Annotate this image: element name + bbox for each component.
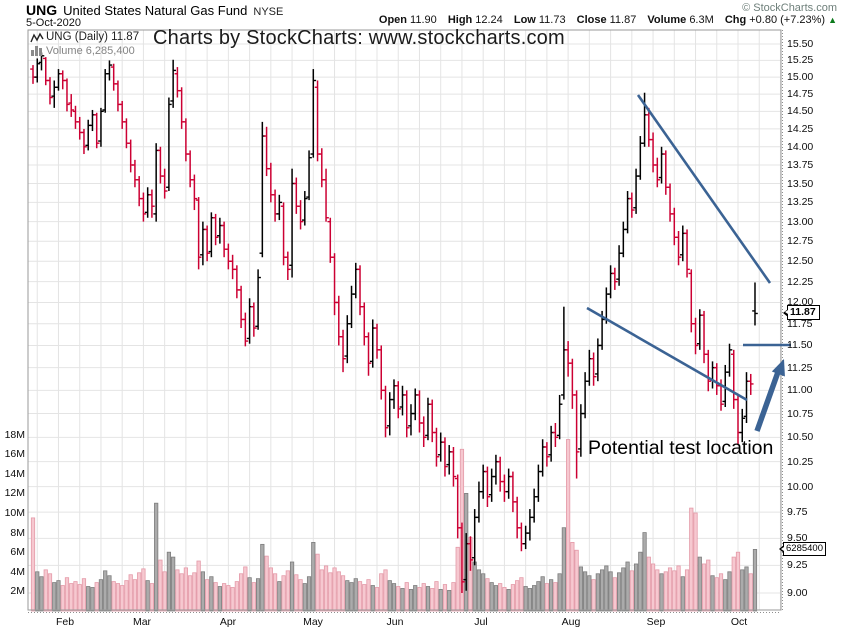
volume-tick-label: 10M [4, 507, 25, 519]
lower-wedge-line [586, 306, 748, 402]
price-tick-label: 14.25 [787, 122, 814, 135]
price-legend-icon [30, 32, 44, 43]
volume-legend-label: Volume 6,285,400 [46, 45, 135, 57]
price-tick-label: 12.75 [787, 235, 814, 248]
low-value: 11.73 [538, 14, 566, 26]
price-tick-label: 11.75 [787, 317, 813, 330]
price-legend-label: UNG (Daily) 11.87 [46, 31, 140, 43]
price-tick-label: 12.00 [787, 296, 814, 309]
annotation-arrow-shaft [754, 371, 781, 432]
price-tick-label: 10.25 [787, 455, 814, 468]
month-label-jun: Jun [386, 616, 404, 628]
volume-tick-label: 16M [4, 448, 25, 461]
chg-up-triangle-icon: ▲ [828, 15, 837, 25]
upper-wedge-line [636, 94, 772, 284]
month-label-jul: Jul [474, 616, 488, 628]
price-tick-label: 12.25 [787, 275, 814, 288]
chg-label: Chg [724, 14, 747, 26]
month-label-sep: Sep [646, 616, 666, 628]
price-tick-label: 11.50 [787, 339, 813, 352]
low-label: Low [513, 14, 536, 26]
last-volume-callout: 6285400 [779, 542, 826, 557]
copyright-text: © StockCharts.com [742, 2, 837, 14]
exchange-label: NYSE [253, 6, 284, 18]
volume-tick-label: 6M [10, 546, 25, 559]
price-tick-label: 14.00 [787, 140, 814, 153]
quote-summary-row: Open 11.90 High 12.24 Low 11.73 Close 11.87 … [379, 14, 837, 26]
price-tick-label: 15.00 [787, 71, 814, 84]
annotation-arrow-head [771, 359, 785, 377]
price-tick-label: 9.25 [787, 559, 808, 572]
annotation-text: Potential test location [588, 437, 774, 459]
price-tick-label: 13.00 [787, 215, 814, 228]
high-value: 12.24 [475, 14, 503, 26]
ticker-symbol: UNG [26, 2, 58, 18]
chart-date: 5-Oct-2020 [26, 17, 82, 29]
price-tick-label: 13.25 [787, 196, 814, 209]
volume-tick-label: 4M [10, 565, 25, 578]
volume-callout-notch-icon [779, 545, 784, 554]
volume-legend-icon [31, 46, 42, 56]
price-tick-label: 9.00 [787, 587, 808, 599]
price-tick-label: 15.25 [787, 54, 814, 67]
price-tick-label: 10.75 [787, 407, 814, 420]
last-price-callout: 11.87 [783, 305, 820, 321]
open-value: 11.90 [410, 14, 437, 26]
volume-tick-label: 12M [4, 487, 25, 500]
close-value: 11.87 [609, 14, 637, 26]
volume-tick-label: 2M [10, 585, 25, 598]
price-tick-label: 10.00 [787, 480, 814, 493]
price-tick-label: 9.75 [787, 506, 808, 519]
price-tick-label: 14.75 [787, 88, 814, 101]
fund-name: United States Natural Gas Fund [63, 3, 248, 18]
volume-tick-label: 18M [4, 428, 25, 441]
open-label: Open [378, 14, 408, 26]
price-tick-label: 15.50 [787, 38, 814, 50]
month-label-may: May [303, 616, 323, 628]
volume-tick-label: 8M [10, 526, 25, 539]
price-tick-label: 12.50 [787, 255, 814, 268]
header-title-row: UNG United States Natural Gas Fund NYSE [26, 2, 283, 20]
last-volume-label: 6285400 [786, 543, 823, 555]
price-tick-label: 14.50 [787, 105, 814, 118]
close-label: Close [576, 14, 607, 26]
price-tick-label: 11.00 [787, 384, 813, 397]
watermark-text: Charts by StockCharts: www.stockcharts.c… [153, 27, 565, 49]
month-label-feb: Feb [55, 616, 75, 628]
month-label-aug: Aug [561, 616, 581, 628]
last-price-label: 11.87 [790, 306, 816, 319]
volume-label: Volume [647, 14, 687, 26]
volume-tick-label: 14M [4, 467, 25, 480]
chg-value: +0.80 (+7.23%) [749, 14, 826, 26]
high-label: High [447, 14, 473, 26]
price-tick-label: 13.50 [787, 177, 814, 190]
price-callout-notch-icon [783, 308, 788, 317]
month-label-mar: Mar [132, 616, 152, 628]
price-tick-label: 9.50 [787, 532, 808, 545]
price-tick-label: 11.25 [787, 361, 813, 374]
volume-value: 6.3M [689, 14, 714, 26]
price-tick-label: 13.75 [787, 158, 814, 171]
month-label-oct: Oct [730, 616, 748, 628]
month-label-apr: Apr [219, 616, 237, 628]
price-tick-label: 10.50 [787, 431, 814, 444]
